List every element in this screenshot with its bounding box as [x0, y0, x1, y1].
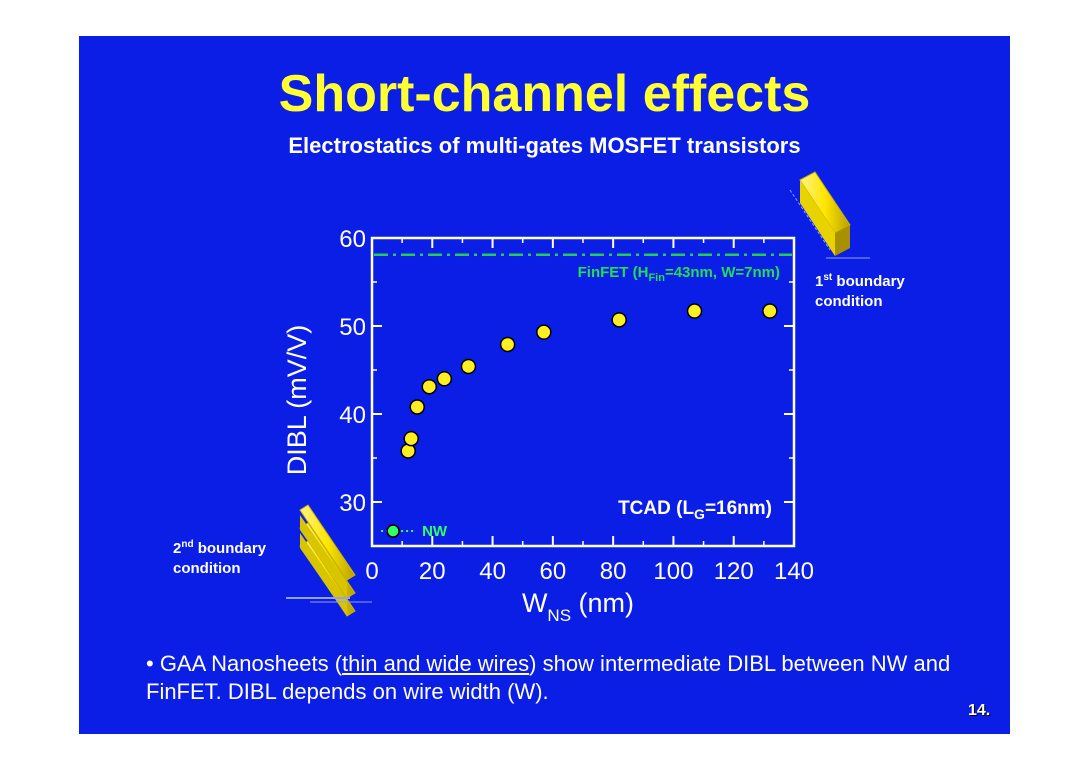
- x-tick-label: 20: [419, 558, 446, 585]
- y-tick-label: 50: [339, 314, 366, 341]
- slide-background: [79, 36, 1010, 734]
- data-point: [762, 303, 778, 319]
- data-point: [421, 378, 438, 395]
- y-axis-label: DIBL (mV/V): [282, 325, 312, 476]
- x-tick-label: 100: [653, 558, 693, 585]
- boundary-1-annotation: 1st boundary condition: [815, 272, 905, 310]
- tcad-annotation: TCAD (LG=16nm): [618, 498, 772, 522]
- nanosheet-device-icon: [286, 504, 372, 617]
- data-point: [499, 336, 516, 353]
- data-point: [409, 399, 425, 415]
- slide-subtitle: Electrostatics of multi-gates MOSFET tra…: [288, 133, 801, 158]
- slide-title: Short-channel effects: [278, 65, 811, 123]
- data-point: [436, 371, 453, 387]
- finfet-reference-label: FinFET (HFin=43nm, W=7nm): [578, 264, 780, 284]
- x-tick-label: 80: [600, 558, 627, 585]
- x-tick-label: 60: [540, 558, 567, 585]
- finfet-device-icon: [789, 171, 870, 259]
- x-axis-label: WNS (nm): [522, 588, 634, 625]
- y-tick-label: 30: [339, 490, 366, 517]
- bullet-text: • GAA Nanosheets (thin and wide wires) s…: [146, 651, 951, 704]
- nw-reference-marker: [386, 524, 400, 538]
- x-tick-label: 120: [714, 558, 754, 585]
- data-points: [400, 303, 778, 459]
- data-point: [536, 324, 552, 340]
- axis-ticks: [371, 237, 795, 547]
- nw-reference: NW: [381, 523, 448, 540]
- x-tick-label: 0: [365, 558, 378, 585]
- underlined-phrase: thin and wide wires: [342, 651, 530, 676]
- data-point: [460, 358, 477, 375]
- boundary-2-annotation: 2nd boundary condition: [173, 539, 267, 577]
- x-tick-label: 40: [479, 558, 506, 585]
- data-point: [686, 303, 703, 319]
- page-number: 14.: [968, 702, 991, 719]
- y-tick-label: 60: [339, 226, 366, 253]
- axis-tick-labels: 0 20 40 60 80 100 120 140 30 40 50 60: [339, 226, 814, 585]
- nw-reference-label: NW: [422, 523, 448, 540]
- data-point: [403, 430, 419, 447]
- x-tick-label: 140: [774, 558, 814, 585]
- data-point: [611, 312, 627, 328]
- y-tick-label: 40: [339, 402, 366, 429]
